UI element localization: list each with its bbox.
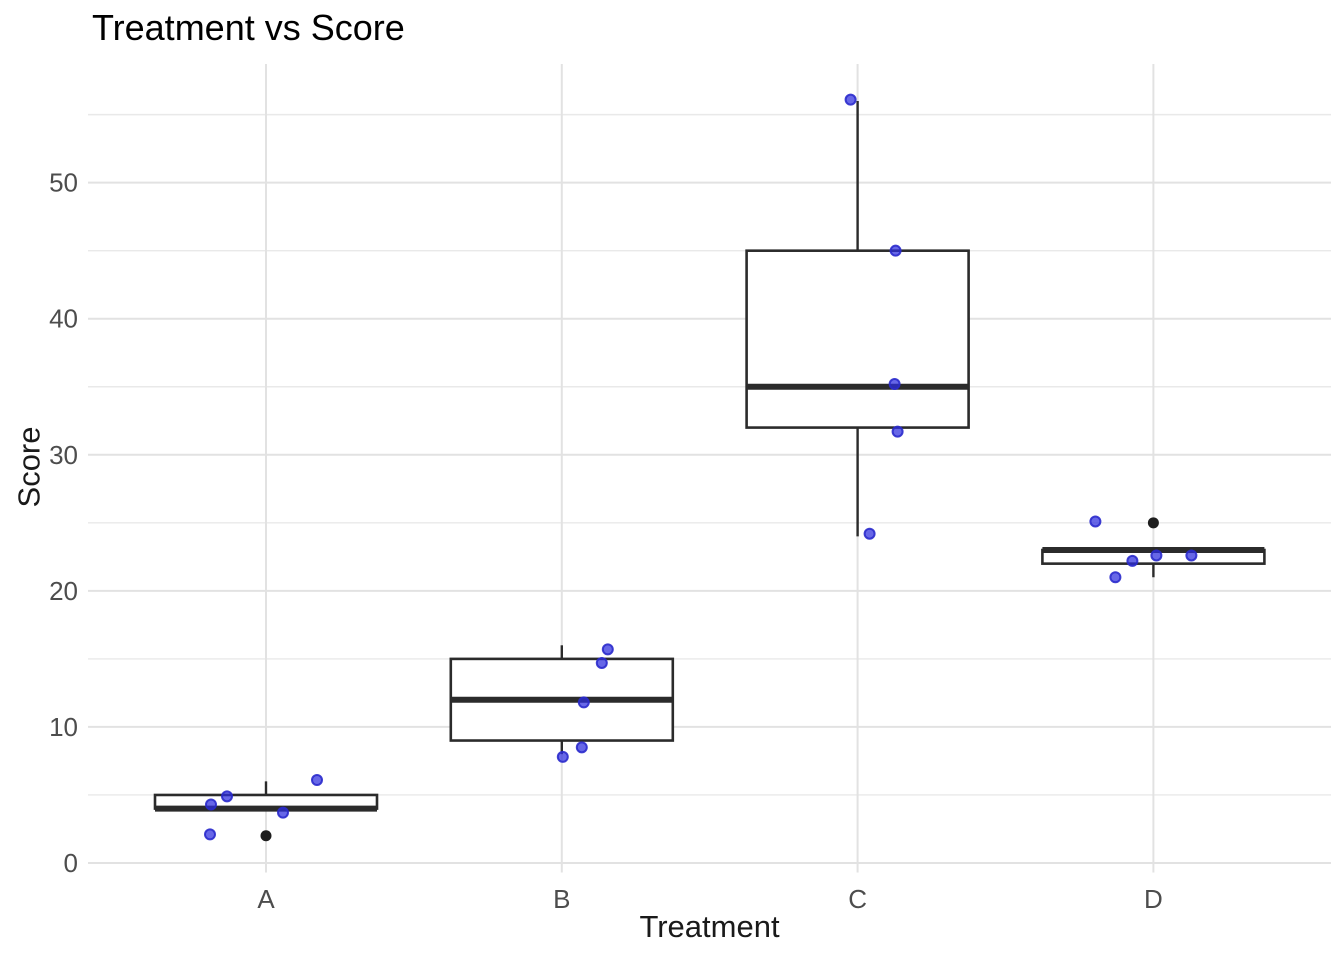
jitter-point xyxy=(844,93,857,106)
x-tick-label: D xyxy=(1144,884,1163,914)
jitter-point xyxy=(1185,549,1198,562)
jitter-point xyxy=(891,425,904,438)
jitter-point xyxy=(1109,571,1122,584)
jitter-point xyxy=(888,378,901,391)
x-tick-label: C xyxy=(848,884,867,914)
x-tick-label: A xyxy=(257,884,275,914)
jitter-point xyxy=(556,750,569,763)
y-tick-label: 40 xyxy=(49,304,78,334)
jitter-point xyxy=(601,643,614,656)
jitter-point xyxy=(889,244,902,257)
jitter-point xyxy=(311,773,323,786)
outlier-point xyxy=(260,830,272,842)
y-tick-label: 10 xyxy=(49,712,78,742)
y-tick-label: 0 xyxy=(64,848,78,878)
plot-title: Treatment vs Score xyxy=(92,7,405,48)
jitter-point xyxy=(1126,554,1139,567)
plot-panel: 0 10 20 30 40 50 A B C D xyxy=(49,64,1331,914)
y-tick-label: 30 xyxy=(49,440,78,470)
jitter-point xyxy=(595,656,608,669)
box xyxy=(745,249,970,429)
x-axis-title: Treatment xyxy=(639,909,780,944)
y-tick-label: 20 xyxy=(49,576,78,606)
outlier-point xyxy=(1147,517,1159,529)
jitter-point xyxy=(1150,549,1163,562)
y-axis-title: Score xyxy=(12,427,47,508)
jitter-point xyxy=(863,527,876,540)
jitter-point xyxy=(577,696,590,709)
y-tick-label: 50 xyxy=(49,168,78,198)
x-tick-label: B xyxy=(553,884,570,914)
jitter-point xyxy=(204,828,216,841)
jitter-point xyxy=(575,741,588,754)
jitter-point xyxy=(277,806,289,819)
jitter-point xyxy=(1089,515,1102,528)
jitter-point xyxy=(205,798,217,811)
jitter-point xyxy=(221,790,233,803)
